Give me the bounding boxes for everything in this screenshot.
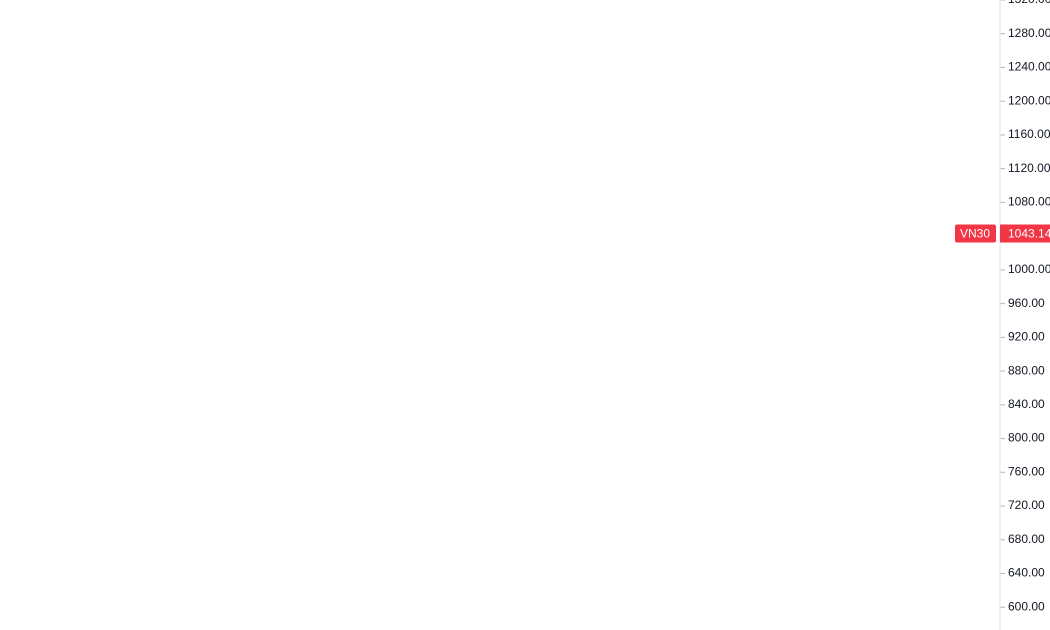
y-tick-label: 1200.00	[1008, 93, 1050, 107]
y-tick-label: 800.00	[1008, 431, 1045, 445]
y-tick-label: 880.00	[1008, 363, 1045, 377]
last-price-label: 1043.14	[1008, 227, 1050, 241]
y-tick-label: 680.00	[1008, 532, 1045, 546]
symbol-label: VN30	[960, 227, 990, 241]
y-tick-label: 1280.00	[1008, 26, 1050, 40]
y-tick-label: 920.00	[1008, 330, 1045, 344]
y-tick-label: 1240.00	[1008, 60, 1050, 74]
y-tick-label: 720.00	[1008, 498, 1045, 512]
y-tick-label: 1120.00	[1008, 161, 1050, 175]
y-tick-label: 1320.00	[1008, 0, 1050, 6]
y-tick-label: 1160.00	[1008, 127, 1050, 141]
price-axis: 1320.00 1280.00 1240.00 1200.00 1160.00 1120.…	[999, 0, 1050, 630]
y-tick-label: 760.00	[1008, 464, 1045, 478]
y-tick-label: 640.00	[1008, 566, 1045, 580]
y-tick-label: 840.00	[1008, 397, 1045, 411]
last-price-badge	[1000, 224, 1050, 243]
y-tick-label: 1080.00	[1008, 195, 1050, 209]
y-tick-label: 1000.00	[1008, 262, 1050, 276]
y-tick-label: 960.00	[1008, 296, 1045, 310]
y-tick-label: 600.00	[1008, 599, 1045, 613]
symbol-badge	[955, 224, 996, 243]
